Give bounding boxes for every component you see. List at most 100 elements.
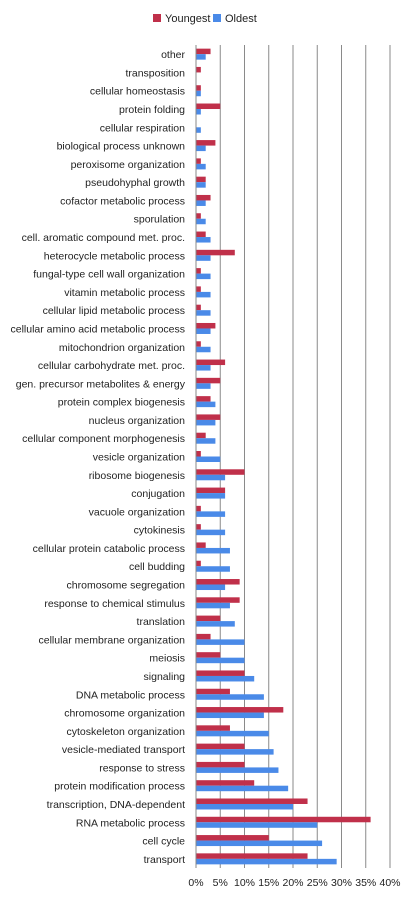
youngest-bar (196, 286, 201, 292)
legend: Youngest Oldest (153, 13, 257, 25)
oldest-bar (196, 419, 216, 426)
x-tick-label: 25% (307, 877, 328, 889)
oldest-bar (196, 109, 201, 115)
youngest-bar (196, 652, 221, 658)
category-label: cellular membrane organization (39, 634, 186, 646)
category-label: peroxisome organization (71, 159, 186, 171)
oldest-bar (196, 145, 206, 152)
oldest-bar (196, 767, 279, 773)
oldest-bar (196, 584, 226, 591)
youngest-bar (196, 140, 216, 146)
x-tick-label: 10% (234, 877, 255, 889)
youngest-bar (196, 249, 235, 256)
category-label: vacuole organization (89, 506, 185, 518)
category-label: nucleus organization (89, 415, 185, 427)
category-label: transposition (125, 67, 185, 79)
oldest-bar (196, 200, 206, 206)
x-tick-label: 30% (331, 877, 352, 889)
x-tick-label: 15% (258, 877, 279, 889)
category-label: cellular component morphogenesis (22, 433, 185, 445)
youngest-bar (196, 66, 201, 73)
youngest-bar (196, 487, 226, 494)
x-tick-label: 0% (188, 877, 203, 889)
youngest-bar (196, 432, 206, 439)
category-label: RNA metabolic process (76, 817, 185, 829)
category-label: vesicle-mediated transport (62, 744, 185, 756)
youngest-bar (196, 688, 230, 695)
category-label: cellular lipid metabolic process (43, 305, 185, 317)
youngest-bar (196, 451, 201, 457)
youngest-bar (196, 268, 201, 274)
oldest-bar (196, 803, 293, 810)
legend-swatch-oldest (213, 14, 221, 22)
oldest-bar (196, 163, 206, 170)
oldest-bar (196, 90, 201, 97)
category-label: other (161, 49, 185, 61)
category-label: chromosome segregation (67, 580, 186, 592)
category-label: protein modification process (54, 781, 185, 793)
oldest-bar (196, 675, 255, 682)
category-label: cytoskeleton organization (67, 726, 186, 738)
youngest-bar (196, 707, 284, 713)
oldest-bar (196, 328, 211, 334)
youngest-bar (196, 670, 245, 676)
youngest-bar (196, 396, 211, 402)
category-label: cytokinesis (134, 525, 185, 537)
youngest-bar (196, 853, 308, 859)
category-label: translation (137, 616, 186, 628)
category-label: protein folding (119, 104, 185, 116)
youngest-bar (196, 798, 308, 804)
category-label: cellular respiration (100, 122, 185, 134)
youngest-bar (196, 359, 226, 366)
oldest-bar (196, 237, 211, 243)
x-tick-label: 35% (355, 877, 376, 889)
oldest-bar (196, 182, 206, 188)
oldest-bar (196, 291, 211, 298)
youngest-bar (196, 743, 245, 750)
oldest-bar (196, 621, 235, 627)
youngest-bar (196, 103, 221, 110)
youngest-bar (196, 414, 221, 420)
category-label: meiosis (149, 653, 185, 665)
category-label: heterocycle metabolic process (44, 250, 185, 262)
oldest-bar (196, 310, 211, 316)
youngest-bar (196, 725, 230, 731)
category-label: cellular protein catabolic process (33, 543, 185, 555)
oldest-bar (196, 273, 211, 280)
youngest-bar (196, 469, 245, 475)
oldest-bar (196, 712, 264, 719)
youngest-bar (196, 158, 201, 164)
category-label: cell. aromatic compound met. proc. (22, 232, 185, 244)
youngest-bar (196, 542, 206, 548)
youngest-bar (196, 633, 211, 640)
oldest-bar (196, 218, 206, 225)
oldest-bar (196, 54, 206, 60)
category-label: chromosome organization (64, 708, 185, 720)
bars (196, 48, 371, 865)
oldest-bar (196, 785, 289, 792)
category-label: biological process unknown (57, 141, 186, 153)
category-labels: other transposition cellular homeostasis pr… (11, 49, 186, 866)
category-label: cell budding (129, 561, 185, 573)
legend-label-youngest: Youngest (165, 13, 210, 25)
category-label: signaling (144, 671, 186, 683)
category-label: cellular carbohydrate met. proc. (38, 360, 185, 372)
category-label: sporulation (134, 214, 186, 226)
youngest-bar (196, 505, 201, 512)
youngest-bar (196, 780, 255, 786)
youngest-bar (196, 761, 245, 768)
category-label: cell cycle (142, 836, 185, 848)
youngest-bar (196, 85, 201, 91)
category-label: transport (144, 854, 186, 866)
oldest-bar (196, 474, 226, 481)
category-label: fungal-type cell wall organization (33, 269, 185, 281)
youngest-bar (196, 835, 269, 841)
category-label: ribosome biogenesis (89, 470, 185, 482)
youngest-bar (196, 615, 221, 622)
oldest-bar (196, 401, 216, 408)
oldest-bar (196, 511, 226, 517)
oldest-bar (196, 127, 201, 133)
youngest-bar (196, 176, 206, 183)
oldest-bar (196, 858, 337, 865)
youngest-bar (196, 48, 211, 55)
